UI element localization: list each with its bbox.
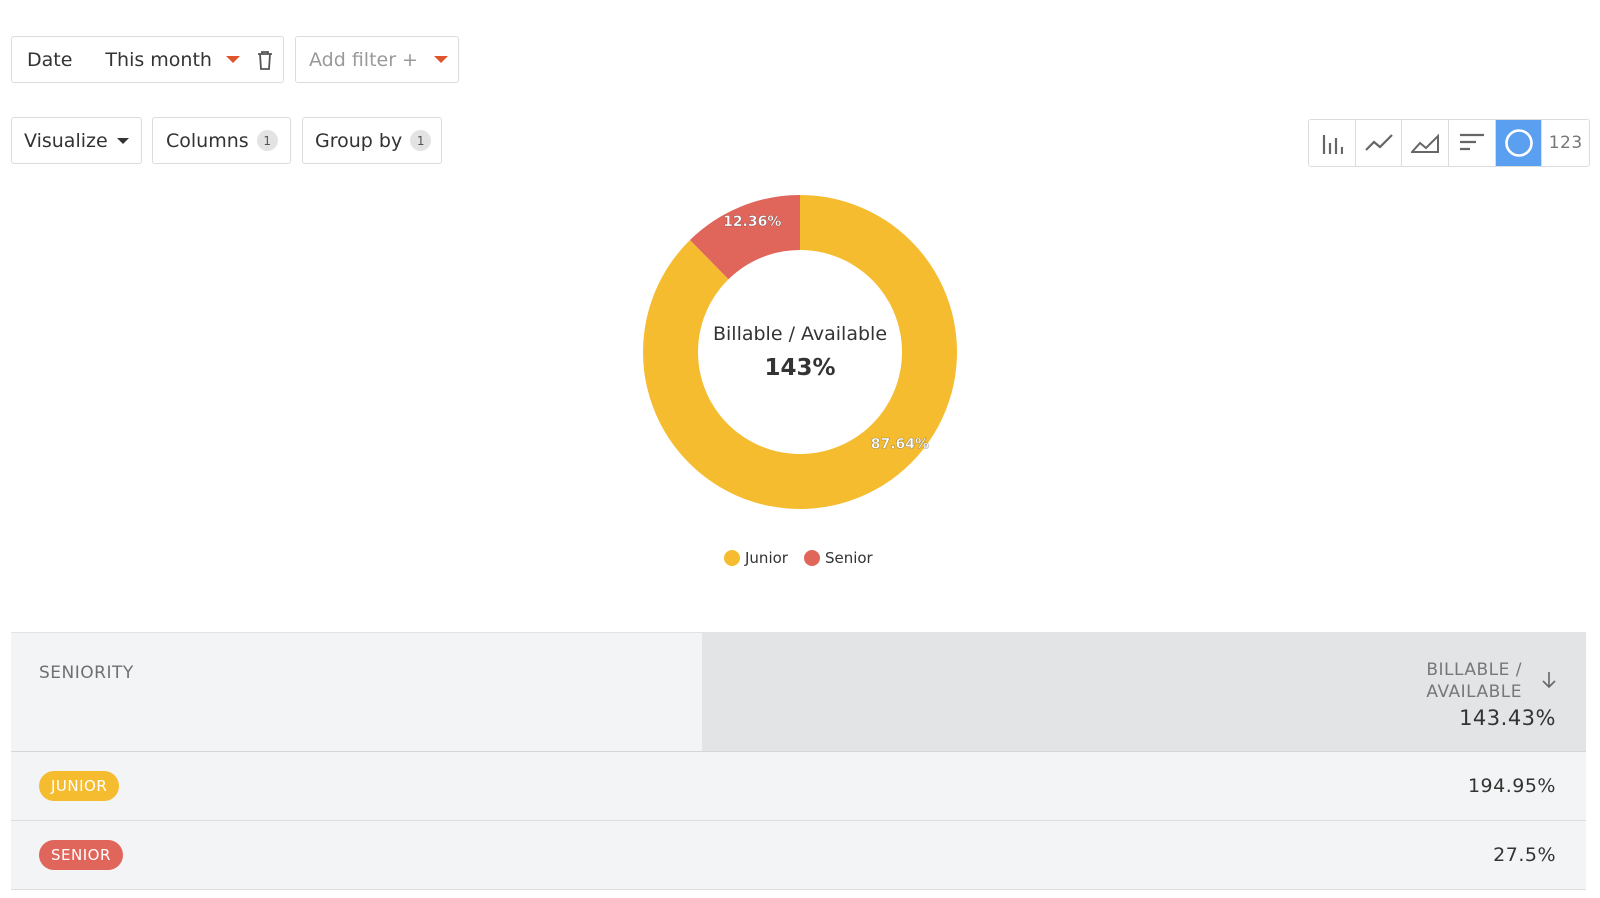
column-header-line2: AVAILABLE	[1426, 682, 1522, 702]
table-row[interactable]: JUNIOR 194.95%	[11, 752, 1586, 821]
legend-swatch-senior	[803, 550, 820, 566]
table-row[interactable]: SENIOR 27.5%	[11, 821, 1586, 890]
viz-number-button[interactable]: 123	[1542, 120, 1589, 166]
slice-label-junior: 87.64%	[871, 437, 929, 453]
legend-item-senior[interactable]: Senior	[803, 549, 873, 567]
chevron-down-icon[interactable]	[225, 56, 240, 63]
groupby-button[interactable]: Group by 1	[302, 117, 442, 164]
seniority-badge-senior: SENIOR	[39, 840, 123, 870]
billable-available-value: 27.5%	[1493, 844, 1556, 866]
legend-label-junior: Junior	[745, 549, 788, 567]
legend-swatch-junior	[724, 550, 740, 566]
columns-label: Columns	[166, 129, 249, 152]
visualize-label: Visualize	[24, 129, 108, 152]
viz-type-switcher: 123	[1308, 119, 1590, 167]
columns-count-badge: 1	[256, 130, 278, 151]
bar-chart-icon	[1322, 135, 1343, 154]
table-header: SENIORITY BILLABLE / AVAILABLE 143.43%	[11, 632, 1586, 752]
chart-legend: Junior Senior	[724, 549, 873, 567]
area-chart-icon	[1411, 133, 1440, 153]
viz-line-button[interactable]	[1355, 120, 1403, 166]
groupby-count-badge: 1	[410, 130, 432, 151]
date-filter-label: Date	[27, 48, 73, 71]
chart-center-label: Billable / Available	[713, 323, 887, 345]
groupby-label: Group by	[315, 129, 403, 152]
legend-label-senior: Senior	[824, 549, 873, 567]
column-header-seniority[interactable]: SENIORITY	[11, 633, 702, 751]
billable-available-value: 194.95%	[1467, 775, 1556, 797]
viz-bar-button[interactable]	[1309, 120, 1356, 166]
horizontal-bar-icon	[1459, 133, 1484, 151]
add-filter-button[interactable]: Add filter +	[295, 36, 459, 83]
line-chart-icon	[1364, 134, 1393, 151]
visualize-button[interactable]: Visualize	[11, 117, 142, 164]
donut-chart: Billable / Available 143% 87.64% 12.36%	[643, 195, 957, 510]
trash-icon[interactable]	[257, 50, 273, 70]
column-total-value: 143.43%	[1459, 706, 1556, 730]
date-filter[interactable]: Date This month	[11, 36, 284, 83]
column-header-billable-available[interactable]: BILLABLE / AVAILABLE 143.43%	[702, 633, 1586, 751]
donut-slice-senior[interactable]	[689, 195, 800, 280]
column-header-label: BILLABLE / AVAILABLE	[1426, 659, 1522, 703]
chart-center-value: 143%	[764, 355, 835, 381]
columns-button[interactable]: Columns 1	[152, 117, 291, 164]
add-filter-label: Add filter +	[309, 48, 418, 71]
viz-area-button[interactable]	[1402, 120, 1450, 166]
viz-donut-button[interactable]	[1495, 120, 1543, 166]
donut-chart-icon	[1504, 129, 1533, 157]
chevron-down-icon	[116, 137, 129, 144]
donut-slice-junior[interactable]	[643, 195, 957, 510]
chevron-down-icon	[433, 56, 448, 63]
seniority-badge-junior: JUNIOR	[39, 771, 120, 801]
column-header-line1: BILLABLE /	[1426, 660, 1522, 680]
data-table: SENIORITY BILLABLE / AVAILABLE 143.43% J…	[11, 632, 1586, 890]
slice-label-senior: 12.36%	[723, 214, 781, 230]
legend-item-junior[interactable]: Junior	[724, 549, 788, 567]
date-filter-value[interactable]: This month	[105, 48, 212, 71]
viz-horizontal-bar-button[interactable]	[1449, 120, 1496, 166]
sort-descending-icon[interactable]	[1542, 671, 1556, 694]
